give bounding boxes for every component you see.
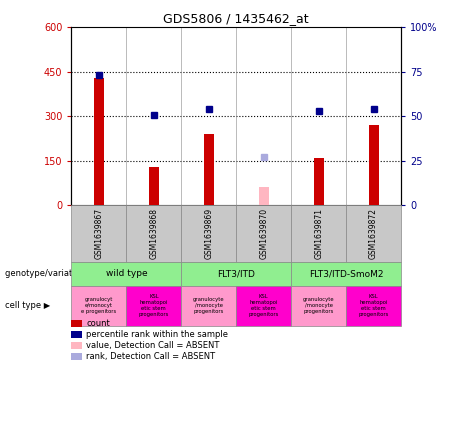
Text: KSL
hematopoi
etic stem
progenitors: KSL hematopoi etic stem progenitors [139,294,169,317]
Text: wild type: wild type [106,269,147,278]
Bar [369,125,378,205]
Text: count: count [86,319,110,328]
Text: rank, Detection Call = ABSENT: rank, Detection Call = ABSENT [86,352,215,361]
Text: genotype/variation ▶: genotype/variation ▶ [5,269,94,278]
Text: KSL
hematopoi
etic stem
progenitors: KSL hematopoi etic stem progenitors [358,294,389,317]
Text: granulocyte
/monocyte
progenitors: granulocyte /monocyte progenitors [193,297,225,314]
Text: value, Detection Call = ABSENT: value, Detection Call = ABSENT [86,341,219,350]
Bar [149,167,159,205]
Bar [94,78,104,205]
Text: GSM1639867: GSM1639867 [95,208,103,259]
Title: GDS5806 / 1435462_at: GDS5806 / 1435462_at [164,12,309,25]
Text: GSM1639869: GSM1639869 [204,208,213,259]
Bar [259,187,269,205]
Text: FLT3/ITD: FLT3/ITD [217,269,255,278]
Text: cell type ▶: cell type ▶ [5,301,50,310]
Text: granulocyt
e/monocyt
e progenitors: granulocyt e/monocyt e progenitors [81,297,117,314]
Text: FLT3/ITD-SmoM2: FLT3/ITD-SmoM2 [309,269,384,278]
Text: granulocyte
/monocyte
progenitors: granulocyte /monocyte progenitors [303,297,335,314]
Bar [204,134,214,205]
Bar [314,158,324,205]
Text: KSL
hematopoi
etic stem
progenitors: KSL hematopoi etic stem progenitors [248,294,279,317]
Text: GSM1639870: GSM1639870 [259,208,268,259]
Text: GSM1639872: GSM1639872 [369,208,378,259]
Text: percentile rank within the sample: percentile rank within the sample [86,330,228,339]
Text: GSM1639868: GSM1639868 [149,208,159,259]
Text: GSM1639871: GSM1639871 [314,208,323,259]
